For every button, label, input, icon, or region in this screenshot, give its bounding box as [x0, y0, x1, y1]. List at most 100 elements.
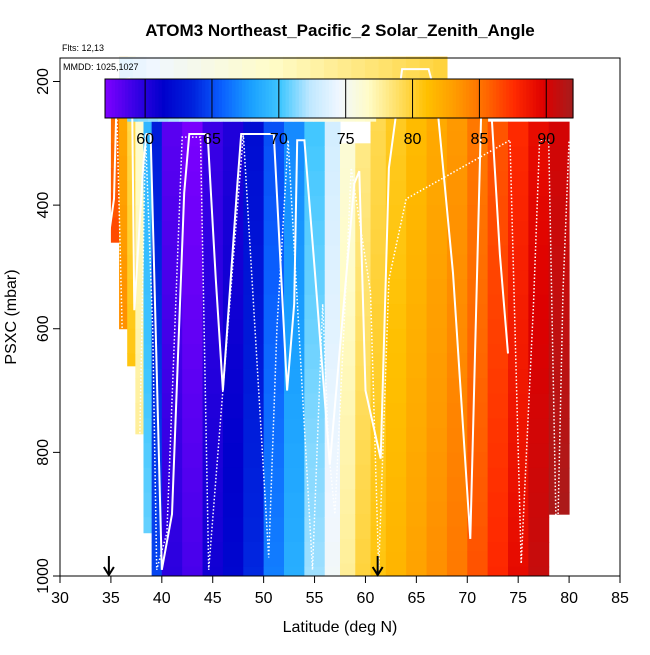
heatmap-cell	[161, 418, 183, 444]
colorbar-segment	[201, 79, 206, 118]
heatmap-cell	[284, 542, 305, 568]
colorbar-tick-label: 75	[337, 131, 355, 148]
heatmap-cell	[222, 368, 244, 395]
heatmap-cell	[143, 171, 153, 197]
heatmap-cell	[284, 195, 305, 222]
heatmap-cell	[127, 254, 136, 280]
heatmap-cell	[135, 304, 144, 330]
colorbar-segment	[191, 79, 196, 118]
latitude-arrow-head	[103, 566, 115, 577]
heatmap-cell	[528, 344, 550, 370]
latitude-arrow-head	[371, 566, 384, 577]
heatmap-cell	[370, 328, 387, 354]
x-tick-label: 80	[560, 590, 578, 607]
heatmap-cell	[487, 467, 509, 494]
heatmap-cell	[406, 155, 428, 181]
heatmap-cell	[182, 270, 204, 296]
heatmap-cell	[143, 443, 153, 469]
heatmap-cell	[487, 368, 509, 395]
heatmap-cell	[406, 551, 428, 577]
heatmap-cell	[355, 489, 372, 515]
heatmap-cell	[487, 171, 509, 197]
heatmap-band-cell	[378, 56, 393, 82]
heatmap-cell	[263, 344, 285, 370]
colorbar-segment	[121, 79, 126, 118]
heatmap-cell	[222, 294, 244, 320]
colorbar-tick-label: 90	[537, 131, 555, 148]
heatmap-cell	[324, 467, 341, 494]
heatmap-cell	[135, 353, 144, 379]
heatmap-cell	[243, 171, 265, 197]
heatmap-cell	[355, 168, 372, 194]
heatmap-cell	[355, 143, 372, 169]
heatmap-cell	[340, 538, 356, 565]
heatmap-cell	[548, 492, 570, 515]
heatmap-cell	[143, 368, 153, 395]
heatmap-cell	[406, 130, 428, 157]
colorbar-segment	[208, 79, 213, 118]
flights-annotation: Flts: 12,13	[62, 43, 104, 53]
heatmap-cell	[340, 489, 356, 515]
colorbar-segment	[302, 79, 307, 118]
x-tick-label: 30	[51, 590, 69, 607]
heatmap-cell	[426, 205, 448, 231]
heatmap-band-cell	[269, 56, 284, 82]
heatmap-cell	[222, 542, 244, 568]
heatmap-cell	[528, 220, 550, 246]
heatmap-cell	[202, 467, 224, 494]
colorbar-segment	[509, 79, 514, 118]
colorbar-segment	[552, 79, 557, 118]
heatmap-cell	[182, 146, 204, 172]
colorbar-segment	[499, 79, 504, 118]
heatmap-cell	[446, 205, 468, 231]
heatmap-cell	[508, 368, 529, 395]
heatmap-cell	[222, 195, 244, 222]
heatmap-cell	[243, 294, 265, 320]
heatmap-cell	[426, 551, 448, 577]
heatmap-cell	[385, 304, 407, 330]
heatmap-cell	[243, 245, 265, 271]
colorbar-segment	[135, 79, 140, 118]
heatmap-cell	[508, 121, 529, 147]
heatmap-cell	[284, 344, 305, 370]
heatmap-cell	[243, 467, 265, 494]
heatmap-cell	[143, 220, 153, 246]
heatmap-cell	[385, 378, 407, 404]
colorbar-segment	[519, 79, 524, 118]
heatmap-cell	[340, 217, 356, 243]
colorbar-segment	[542, 79, 547, 118]
colorbar-segment	[459, 79, 464, 118]
colorbar-segment	[392, 79, 397, 118]
colorbar-segment	[342, 79, 347, 118]
heatmap-cell	[548, 294, 570, 320]
heatmap-cell	[324, 245, 341, 271]
colorbar-segment	[432, 79, 437, 118]
heatmap-cell	[222, 467, 244, 494]
colorbar-frame	[104, 78, 574, 119]
colorbar-segment	[332, 79, 337, 118]
colorbar: 60 65 70 75 80 85 90	[104, 78, 574, 148]
heatmap-cell	[243, 195, 265, 222]
heatmap-cell	[324, 220, 341, 246]
colorbar-segment	[318, 79, 323, 118]
heatmap-cell	[426, 353, 448, 379]
x-tick-label: 45	[204, 590, 222, 607]
colorbar-segment	[439, 79, 444, 118]
heatmap-band-cell	[433, 56, 448, 82]
heatmap-cell	[222, 492, 244, 518]
colorbar-segment	[188, 79, 193, 118]
x-tick-label: 35	[102, 590, 120, 607]
colorbar-segment	[395, 79, 400, 118]
heatmap-cell	[467, 180, 489, 206]
colorbar-segment	[252, 79, 257, 118]
colorbar-segment	[405, 79, 410, 118]
latitude-arrows	[103, 556, 384, 577]
colorbar-segment	[422, 79, 427, 118]
colorbar-segment	[415, 79, 420, 118]
colorbar-segment	[339, 79, 343, 118]
heatmap-cell	[487, 146, 509, 172]
heatmap-cell	[528, 294, 550, 320]
heatmap-cell	[548, 368, 570, 395]
colorbar-segment	[111, 79, 116, 118]
heatmap-band-cell	[201, 56, 216, 82]
